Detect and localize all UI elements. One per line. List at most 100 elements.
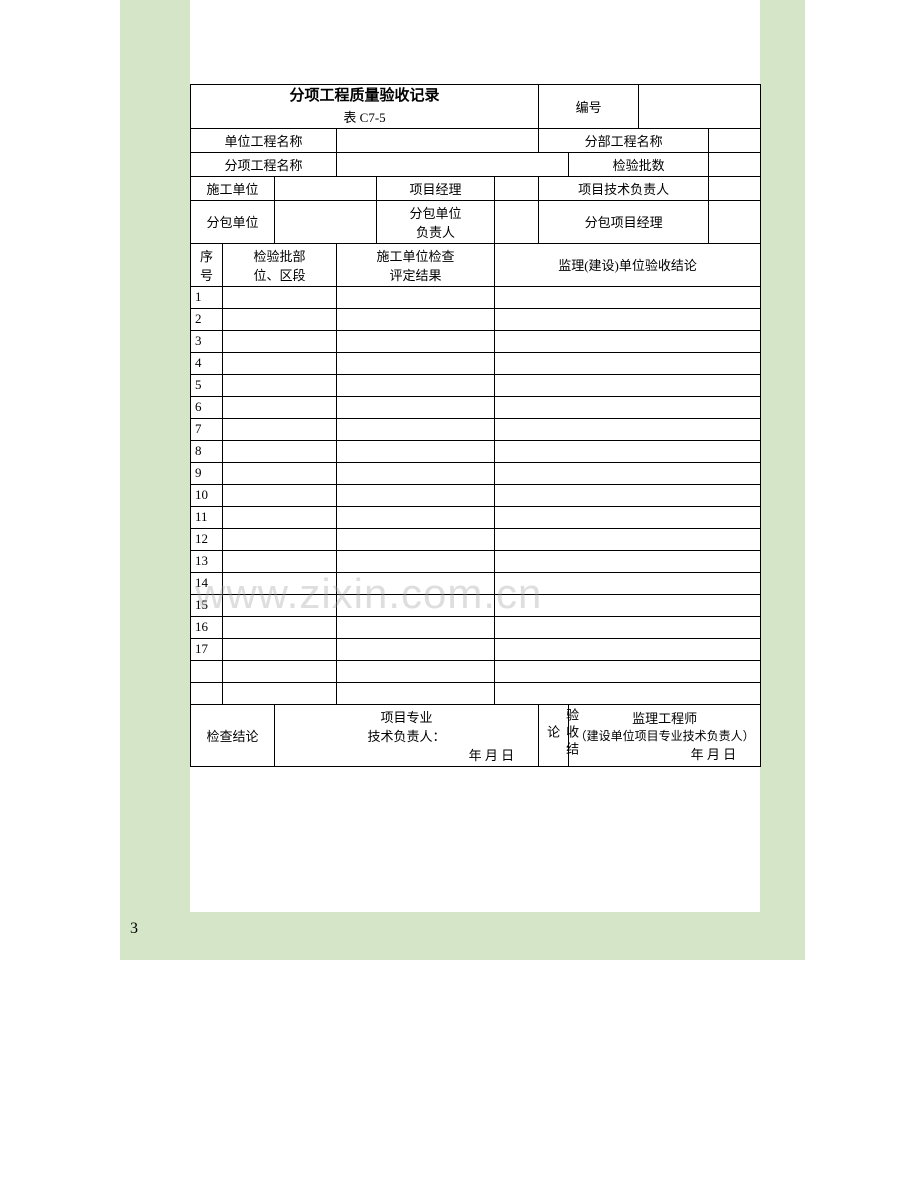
row-batch-loc — [223, 462, 337, 484]
sub-pm-value — [709, 200, 761, 243]
title-sub: 表 C7-5 — [195, 107, 534, 126]
row-supervision — [495, 286, 761, 308]
tech-lead-label: 项目技术负责人 — [539, 176, 709, 200]
row-check-result — [337, 616, 495, 638]
col-seq-l1: 序 — [195, 246, 218, 265]
row-supervision — [495, 594, 761, 616]
row-batch-loc — [223, 308, 337, 330]
row-batch-loc — [223, 330, 337, 352]
table-row: 9 — [191, 462, 761, 484]
table-row — [191, 682, 761, 704]
row-batch-loc — [223, 528, 337, 550]
form-title: 分项工程质量验收记录 表 C7-5 — [191, 85, 539, 129]
row-seq: 10 — [191, 484, 223, 506]
row-supervision — [495, 572, 761, 594]
row-check-result — [337, 506, 495, 528]
row-batch-loc — [223, 418, 337, 440]
row-check-result — [337, 682, 495, 704]
bottom-panel — [120, 912, 805, 960]
row-seq: 11 — [191, 506, 223, 528]
row-batch-loc — [223, 550, 337, 572]
check-sign-l1: 项目专业 — [279, 707, 534, 726]
inspection-form-table: 分项工程质量验收记录 表 C7-5 编号 单位工程名称 分部工程名称 分项工程名… — [190, 84, 761, 767]
row-check-result — [337, 396, 495, 418]
form-sheet: 分项工程质量验收记录 表 C7-5 编号 单位工程名称 分部工程名称 分项工程名… — [190, 84, 760, 767]
table-row: 10 — [191, 484, 761, 506]
table-row: 15 — [191, 594, 761, 616]
check-conclusion-sign: 项目专业 技术负责人： 年 月 日 — [275, 704, 539, 766]
row-seq: 8 — [191, 440, 223, 462]
col-batch-loc-l1: 检验批部 — [227, 246, 332, 265]
row-batch-loc — [223, 286, 337, 308]
row-check-result — [337, 330, 495, 352]
row-supervision — [495, 440, 761, 462]
check-date: 年 月 日 — [279, 745, 534, 764]
row-seq: 14 — [191, 572, 223, 594]
batch-count-label: 检验批数 — [569, 152, 709, 176]
col-check-result-l2: 评定结果 — [341, 265, 490, 284]
row-check-result — [337, 572, 495, 594]
row-seq: 13 — [191, 550, 223, 572]
table-row: 5 — [191, 374, 761, 396]
row-seq: 12 — [191, 528, 223, 550]
row-supervision — [495, 418, 761, 440]
row-batch-loc — [223, 506, 337, 528]
col-batch-loc-l2: 位、区段 — [227, 265, 332, 284]
row-supervision — [495, 660, 761, 682]
tech-lead-value — [709, 176, 761, 200]
sub-project-value — [709, 128, 761, 152]
table-row: 12 — [191, 528, 761, 550]
row-seq: 1 — [191, 286, 223, 308]
row-seq — [191, 682, 223, 704]
row-check-result — [337, 418, 495, 440]
row-supervision — [495, 550, 761, 572]
row-supervision — [495, 462, 761, 484]
row-seq: 6 — [191, 396, 223, 418]
item-project-value — [337, 152, 569, 176]
accept-sign-l2: （建设单位项目专业技术负责人） — [573, 727, 756, 744]
pm-label: 项目经理 — [377, 176, 495, 200]
accept-conclusion-sign: 监理工程师 （建设单位项目专业技术负责人） 年 月 日 — [569, 704, 761, 766]
row-check-result — [337, 484, 495, 506]
table-row: 13 — [191, 550, 761, 572]
row-batch-loc — [223, 484, 337, 506]
row-seq: 7 — [191, 418, 223, 440]
col-seq-l2: 号 — [195, 265, 218, 284]
sub-project-label: 分部工程名称 — [539, 128, 709, 152]
row-batch-loc — [223, 660, 337, 682]
row-batch-loc — [223, 616, 337, 638]
subcontractor-label: 分包单位 — [191, 200, 275, 243]
check-conclusion-label: 检查结论 — [191, 704, 275, 766]
sub-lead-value — [495, 200, 539, 243]
row-supervision — [495, 308, 761, 330]
left-panel — [120, 0, 190, 960]
row-batch-loc — [223, 594, 337, 616]
right-panel — [760, 0, 805, 960]
accept-date: 年 月 日 — [573, 744, 756, 763]
row-batch-loc — [223, 682, 337, 704]
number-value — [639, 85, 761, 129]
sub-lead-label-l1: 分包单位 — [381, 203, 490, 222]
table-row: 11 — [191, 506, 761, 528]
row-supervision — [495, 484, 761, 506]
table-row: 14 — [191, 572, 761, 594]
row-check-result — [337, 440, 495, 462]
row-check-result — [337, 374, 495, 396]
accept-sign-l1: 监理工程师 — [573, 708, 756, 727]
pm-value — [495, 176, 539, 200]
contractor-label: 施工单位 — [191, 176, 275, 200]
row-seq: 4 — [191, 352, 223, 374]
col-batch-loc: 检验批部 位、区段 — [223, 243, 337, 286]
row-check-result — [337, 286, 495, 308]
sub-lead-label: 分包单位 负责人 — [377, 200, 495, 243]
check-sign-l2: 技术负责人： — [279, 726, 534, 745]
item-project-label: 分项工程名称 — [191, 152, 337, 176]
row-batch-loc — [223, 572, 337, 594]
row-supervision — [495, 528, 761, 550]
col-check-result-l1: 施工单位检查 — [341, 246, 490, 265]
row-seq: 3 — [191, 330, 223, 352]
row-supervision — [495, 330, 761, 352]
row-supervision — [495, 616, 761, 638]
row-batch-loc — [223, 440, 337, 462]
row-seq: 17 — [191, 638, 223, 660]
